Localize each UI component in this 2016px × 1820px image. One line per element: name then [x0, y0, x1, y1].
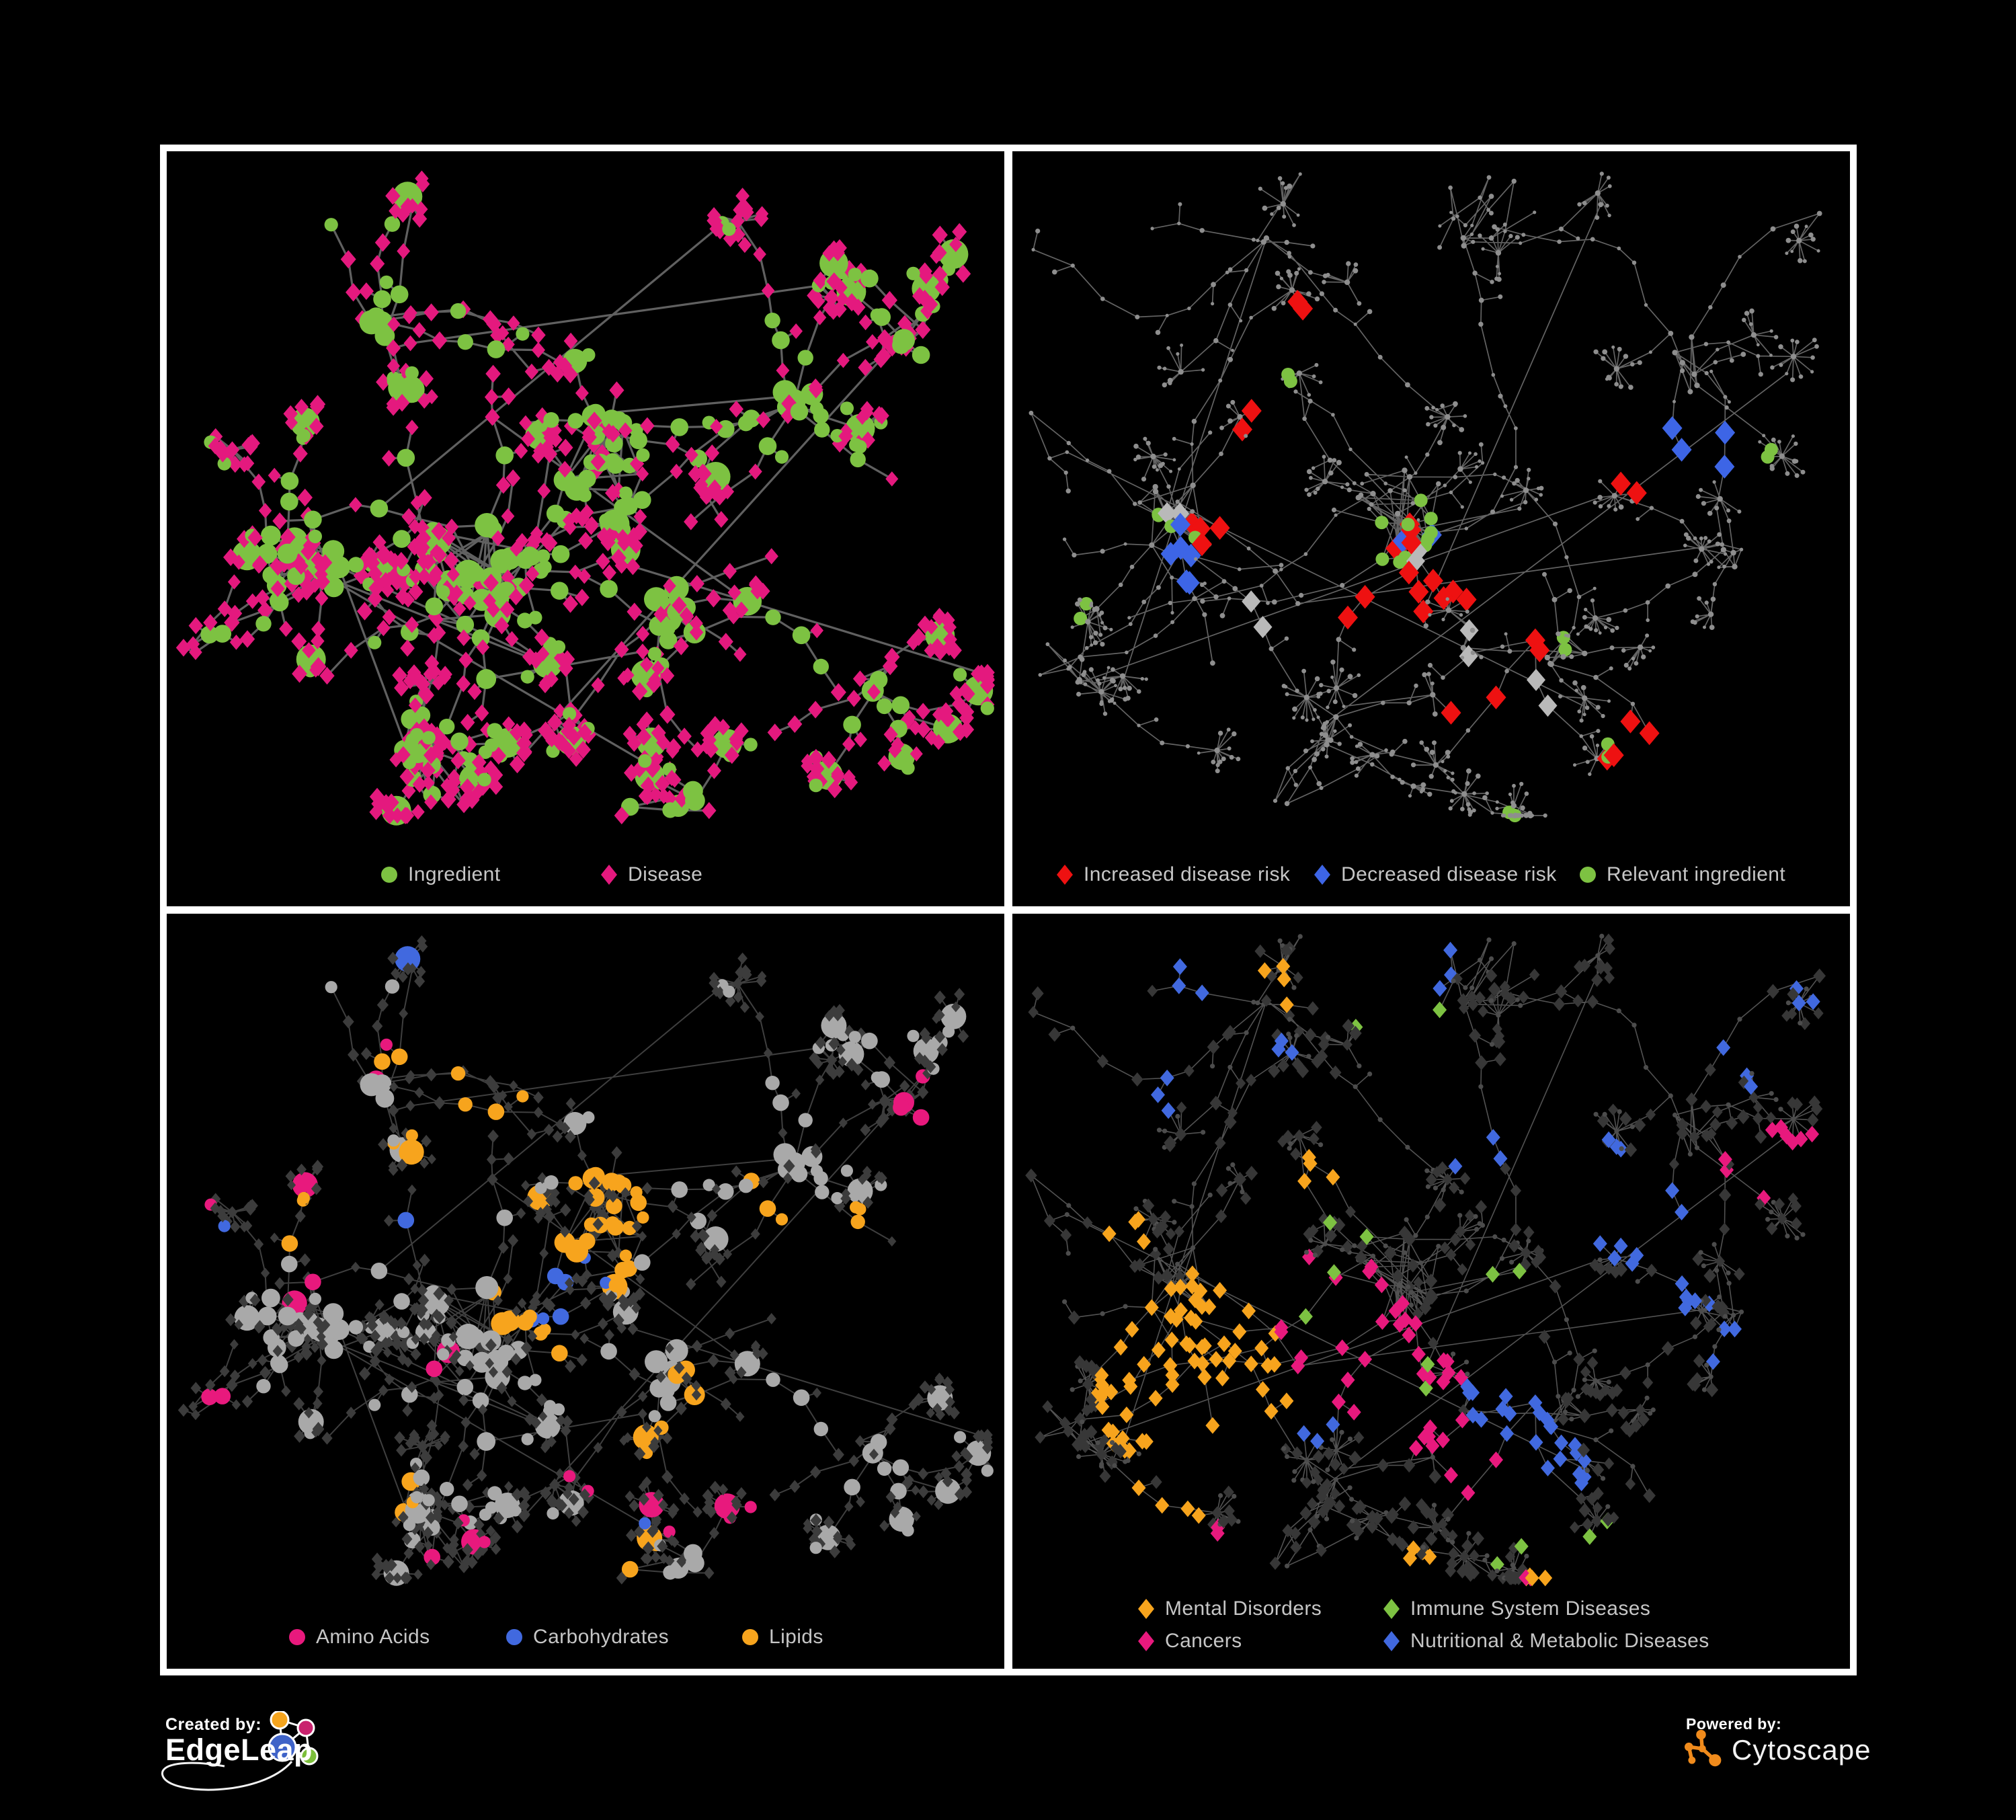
cytoscape-logo: Powered by: Cytoscape — [1681, 1711, 2003, 1798]
legend-item: Immune System Diseases — [1382, 1597, 1650, 1621]
network-graph — [1025, 933, 1826, 1587]
edgeleap-network-icon — [161, 1711, 319, 1791]
cytoscape-icon — [1685, 1729, 1722, 1767]
diamond-marker-icon — [1137, 1598, 1156, 1620]
legend-label: Carbohydrates — [533, 1626, 669, 1648]
panel-ingredient-disease-network: Ingredient Disease — [167, 151, 1004, 906]
cytoscape-brand-text: Cytoscape — [1732, 1734, 1871, 1766]
diamond-marker-icon — [1382, 1598, 1401, 1620]
legend-item: Disease — [600, 863, 702, 887]
legend-item: Cancers — [1137, 1629, 1242, 1653]
legend-item: Nutritional & Metabolic Diseases — [1382, 1629, 1709, 1653]
legend-item: Mental Disorders — [1137, 1597, 1322, 1621]
circle-marker-icon — [288, 1626, 307, 1648]
panel-disease-risk-network: Increased disease risk Decreased disease… — [1012, 151, 1850, 906]
network-graph — [1029, 171, 1822, 822]
diamond-marker-icon — [600, 864, 618, 885]
legend-item: Ingredient — [380, 863, 500, 887]
legend-label: Relevant ingredient — [1607, 863, 1786, 885]
legend-label: Nutritional & Metabolic Diseases — [1410, 1630, 1709, 1652]
circle-marker-icon — [380, 864, 399, 885]
network-graph — [175, 170, 996, 826]
created-by-label: Created by: — [165, 1715, 262, 1734]
edgeleap-brand-text: EdgeLeap — [165, 1733, 313, 1767]
legend-label: Decreased disease risk — [1341, 863, 1557, 885]
diamond-marker-icon — [1137, 1630, 1156, 1652]
edgeleap-logo: Created by: EdgeLeap — [160, 1711, 510, 1819]
circle-marker-icon — [1578, 864, 1597, 885]
panel-nutrient-classes-network: Amino Acids Carbohydrates Lipids — [167, 914, 1004, 1669]
diamond-marker-icon — [1313, 864, 1332, 885]
network-graph — [177, 935, 994, 1586]
figure-grid: Ingredient Disease Increased disease ris… — [160, 145, 1857, 1675]
legend-label: Lipids — [769, 1626, 823, 1648]
legend-item: Relevant ingredient — [1578, 863, 1785, 887]
legend-label: Cancers — [1165, 1630, 1242, 1652]
legend-label: Ingredient — [408, 863, 501, 885]
powered-by-label: Powered by: — [1686, 1715, 1782, 1733]
legend-label: Amino Acids — [316, 1626, 430, 1648]
legend-label: Disease — [628, 863, 703, 885]
legend-item: Decreased disease risk — [1313, 863, 1557, 887]
circle-marker-icon — [741, 1626, 760, 1648]
legend-item: Amino Acids — [288, 1625, 430, 1649]
panel-disease-classes-network: Mental Disorders Immune System Diseases … — [1012, 914, 1850, 1669]
legend-label: Mental Disorders — [1165, 1597, 1322, 1620]
legend-item: Carbohydrates — [505, 1625, 669, 1649]
diamond-marker-icon — [1382, 1630, 1401, 1652]
legend-label: Increased disease risk — [1084, 863, 1291, 885]
legend-label: Immune System Diseases — [1410, 1597, 1651, 1620]
legend-item: Increased disease risk — [1055, 863, 1290, 887]
legend-item: Lipids — [741, 1625, 823, 1649]
circle-marker-icon — [505, 1626, 524, 1648]
diamond-marker-icon — [1055, 864, 1074, 885]
